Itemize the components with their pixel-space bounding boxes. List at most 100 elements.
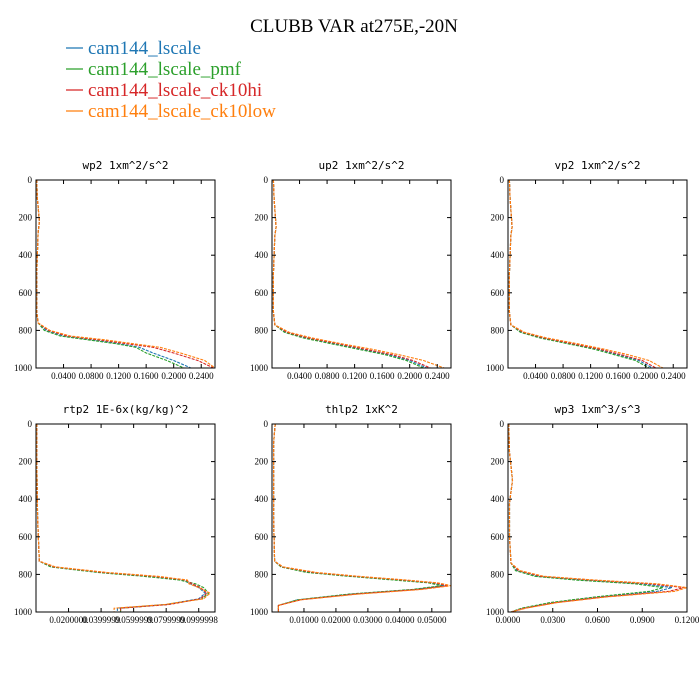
- series-line: [272, 180, 424, 368]
- series-line: [36, 180, 214, 368]
- y-tick-label: 800: [255, 569, 269, 579]
- series-line: [36, 180, 215, 368]
- series-group: [272, 180, 445, 368]
- series-line: [272, 180, 431, 368]
- y-tick-label: 600: [491, 288, 505, 298]
- x-tick-label: 0.0000: [496, 615, 521, 625]
- x-tick-label: 0.05000: [417, 615, 447, 625]
- x-tick-label: 0.1600: [606, 371, 631, 381]
- x-tick-label: 0.0999998: [180, 615, 219, 625]
- series-line: [36, 424, 207, 612]
- y-tick-label: 200: [19, 213, 33, 223]
- legend-label: cam144_lscale_ck10low: [88, 101, 276, 122]
- y-tick-label: 0: [28, 175, 33, 185]
- series-line: [272, 180, 445, 368]
- y-tick-label: 600: [491, 532, 505, 542]
- x-tick-label: 0.0800: [79, 371, 104, 381]
- y-tick-label: 0: [264, 175, 269, 185]
- series-group: [36, 424, 212, 612]
- plot-frame: [507, 179, 688, 369]
- x-tick-label: 0.01000: [289, 615, 319, 625]
- legend-entry: cam144_lscale_ck10low: [66, 101, 276, 122]
- series-group: [508, 180, 664, 368]
- y-tick-label: 0: [28, 419, 33, 429]
- y-tick-label: 800: [255, 325, 269, 335]
- series-line: [508, 180, 653, 368]
- x-tick-label: 0.0400: [287, 371, 312, 381]
- legend-label: cam144_lscale_pmf: [88, 59, 242, 80]
- x-tick-label: 0.1200: [675, 615, 700, 625]
- panel-title: vp2 1xm^2/s^2: [554, 159, 640, 172]
- x-tick-label: 0.0800: [315, 371, 340, 381]
- series-group: [508, 424, 687, 612]
- y-tick-label: 400: [255, 494, 269, 504]
- series-line: [36, 424, 212, 612]
- y-tick-label: 400: [255, 250, 269, 260]
- series-line: [508, 424, 687, 612]
- x-tick-label: 0.2400: [189, 371, 214, 381]
- y-tick-label: 1000: [486, 607, 505, 617]
- y-tick-label: 200: [491, 213, 505, 223]
- y-tick-label: 200: [19, 457, 33, 467]
- x-tick-label: 0.2400: [661, 371, 686, 381]
- y-tick-label: 200: [491, 457, 505, 467]
- chart-panel: up2 1xm^2/s^2 0 200 400 600 800 1000 0.0400 0.08…: [250, 159, 452, 381]
- x-tick-label: 0.02000: [321, 615, 351, 625]
- y-tick-label: 200: [255, 457, 269, 467]
- y-tick-label: 0: [500, 419, 505, 429]
- y-tick-label: 600: [255, 532, 269, 542]
- x-tick-label: 0.0799999: [147, 615, 186, 625]
- series-line: [508, 180, 664, 368]
- chart-panel: vp2 1xm^2/s^2 0 200 400 600 800 1000 0.0400 0.08…: [486, 159, 688, 381]
- y-tick-label: 600: [19, 288, 33, 298]
- y-tick-label: 800: [19, 325, 33, 335]
- y-tick-label: 200: [255, 213, 269, 223]
- plot-frame: [271, 423, 452, 613]
- series-line: [272, 180, 428, 368]
- plot-frame: [35, 423, 216, 613]
- legend-label: cam144_lscale: [88, 38, 201, 59]
- series-line: [273, 424, 445, 612]
- y-tick-label: 1000: [486, 363, 505, 373]
- y-tick-label: 800: [19, 569, 33, 579]
- panel-title: rtp2 1E-6x(kg/kg)^2: [63, 403, 189, 416]
- series-line: [273, 424, 451, 612]
- y-tick-label: 600: [255, 288, 269, 298]
- y-tick-label: 1000: [250, 607, 269, 617]
- series-line: [508, 180, 657, 368]
- series-group: [36, 180, 215, 368]
- y-tick-label: 1000: [14, 607, 33, 617]
- panel-title: wp3 1xm^3/s^3: [554, 403, 640, 416]
- chart-panel: wp2 1xm^2/s^2 0 200 400 600 800 1000 0.0400 0.08…: [14, 159, 216, 381]
- x-tick-label: 0.0200000: [49, 615, 88, 625]
- panel-title: wp2 1xm^2/s^2: [82, 159, 168, 172]
- legend: cam144_lscale cam144_lscale_pmf cam144_l…: [66, 38, 276, 122]
- x-tick-label: 0.0599999: [115, 615, 154, 625]
- series-line: [36, 180, 192, 368]
- x-tick-label: 0.1200: [342, 371, 367, 381]
- series-line: [273, 424, 448, 612]
- series-line: [36, 424, 208, 612]
- y-tick-label: 1000: [14, 363, 33, 373]
- x-tick-label: 0.0400: [51, 371, 76, 381]
- x-tick-label: 0.0400: [523, 371, 548, 381]
- y-tick-label: 600: [19, 532, 33, 542]
- series-line: [36, 424, 210, 612]
- legend-entry: cam144_lscale: [66, 38, 201, 59]
- legend-label: cam144_lscale_ck10hi: [88, 80, 262, 101]
- x-tick-label: 0.1600: [134, 371, 159, 381]
- y-tick-label: 0: [500, 175, 505, 185]
- panel-title: up2 1xm^2/s^2: [318, 159, 404, 172]
- legend-entry: cam144_lscale_pmf: [66, 59, 242, 80]
- y-tick-label: 0: [264, 419, 269, 429]
- plot-frame: [35, 179, 216, 369]
- figure-title: CLUBB VAR at275E,-20N: [250, 16, 458, 37]
- series-line: [273, 424, 442, 612]
- y-tick-label: 400: [19, 494, 33, 504]
- panel-title: thlp2 1xK^2: [325, 403, 398, 416]
- chart-panel: rtp2 1E-6x(kg/kg)^2 0 200 400 600 800 1000 0.02…: [14, 403, 218, 625]
- x-tick-label: 0.0300: [540, 615, 565, 625]
